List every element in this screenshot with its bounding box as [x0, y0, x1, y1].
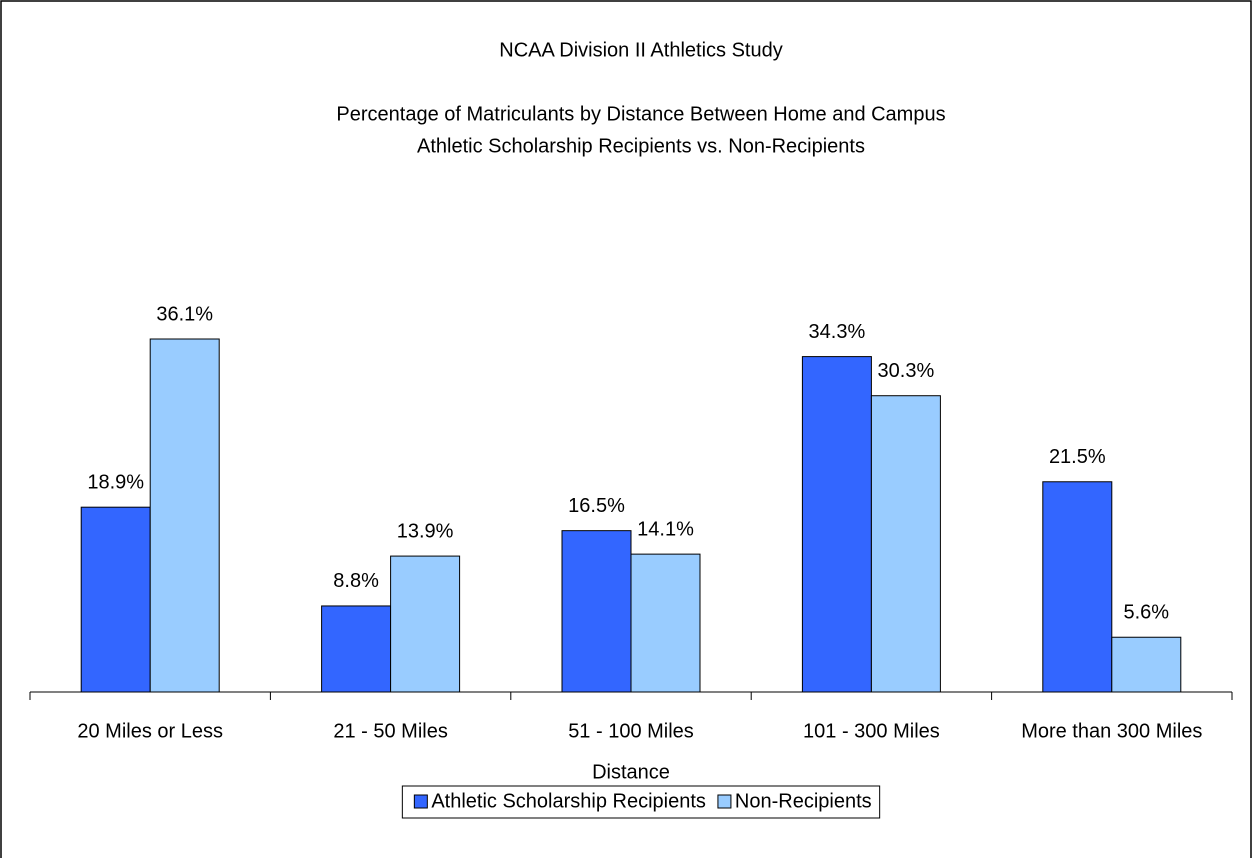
bar — [801, 356, 872, 693]
data-label: 21.5% — [1049, 446, 1106, 468]
data-label: 36.1% — [156, 303, 213, 325]
data-label: 8.8% — [333, 570, 379, 592]
x-tick-label: More than 300 Miles — [1021, 720, 1202, 742]
legend-swatch — [413, 794, 428, 809]
data-label: 18.9% — [87, 471, 144, 493]
legend-box — [401, 785, 881, 819]
bar — [149, 338, 220, 693]
chart-subtitle: Athletic Scholarship Recipients vs. Non-… — [417, 135, 865, 157]
data-label: 5.6% — [1124, 602, 1170, 624]
bar — [630, 553, 701, 693]
x-axis-label: Distance — [592, 761, 670, 783]
chart-subtitle: Percentage of Matriculants by Distance B… — [336, 103, 945, 125]
bar — [1111, 636, 1182, 693]
data-label: 30.3% — [878, 360, 935, 382]
x-tick-label: 20 Miles or Less — [77, 720, 223, 742]
chart-title: NCAA Division II Athletics Study — [499, 39, 782, 61]
data-label: 16.5% — [568, 495, 625, 517]
bar — [1042, 481, 1113, 693]
x-tick-label: 51 - 100 Miles — [568, 720, 694, 742]
data-label: 13.9% — [397, 520, 454, 542]
bar — [80, 506, 151, 693]
data-label: 34.3% — [809, 321, 866, 343]
legend-label: Non-Recipients — [735, 790, 872, 812]
x-tick-label: 101 - 300 Miles — [803, 720, 940, 742]
legend-swatch — [717, 794, 732, 809]
bar — [870, 395, 941, 693]
bar — [561, 530, 632, 693]
bar — [390, 555, 461, 693]
data-label: 14.1% — [637, 518, 694, 540]
bar — [321, 605, 392, 693]
x-tick-label: 21 - 50 Miles — [333, 720, 448, 742]
legend-label: Athletic Scholarship Recipients — [431, 790, 706, 812]
